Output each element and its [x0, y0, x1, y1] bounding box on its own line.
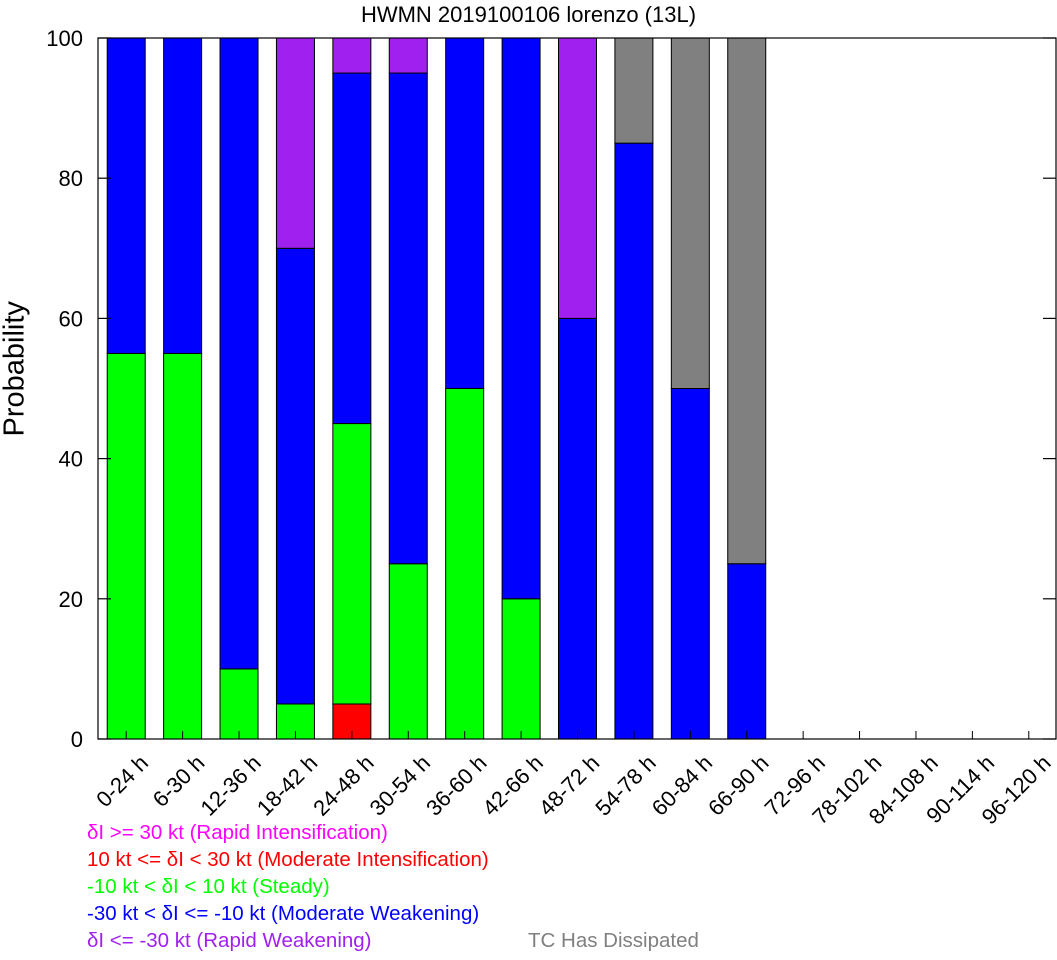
- bar-segment-3-4: [275, 37, 315, 249]
- bar-segment-8-2: [558, 317, 597, 740]
- bar-segment-8-4: [558, 37, 597, 319]
- x-tick-label: 18-42 h: [252, 750, 322, 820]
- chart-title: HWMN 2019100106 lorenzo (13L): [360, 2, 697, 27]
- legend-rw: δI <= -30 kt (Rapid Weakening): [87, 929, 372, 952]
- x-tick-label: 30-54 h: [365, 750, 435, 820]
- bar-segment-7-1: [501, 598, 541, 740]
- bar-segment-5-4: [388, 37, 428, 74]
- legend-dissipated: TC Has Dissipated: [528, 929, 699, 952]
- bar-segment-11-5: [727, 37, 767, 565]
- bar-segment-0-1: [106, 352, 146, 740]
- bars-group: [106, 37, 767, 740]
- y-tick-label: 80: [59, 166, 83, 191]
- bar-segment-2-2: [219, 37, 259, 670]
- bar-segment-5-1: [388, 563, 428, 740]
- x-tick-label: 42-66 h: [477, 750, 547, 820]
- bar-segment-4-1: [332, 423, 372, 705]
- legend-mw: -30 kt < δI <= -10 kt (Moderate Weakenin…: [87, 902, 480, 925]
- bar-segment-10-2: [670, 388, 710, 740]
- bar-segment-2-1: [219, 668, 259, 740]
- x-tick-label: 12-36 h: [195, 750, 265, 820]
- bar-segment-7-2: [501, 37, 541, 600]
- y-tick-label: 0: [71, 727, 83, 752]
- bar-segment-4-2: [332, 72, 372, 425]
- legend-steady: -10 kt < δI < 10 kt (Steady): [87, 875, 330, 898]
- bar-segment-1-1: [163, 352, 203, 740]
- bar-segment-4-4: [332, 37, 372, 74]
- x-tick-label: 24-48 h: [308, 750, 378, 820]
- bar-segment-9-2: [614, 142, 654, 740]
- x-tick-label: 60-84 h: [647, 750, 717, 820]
- bar-segment-9-5: [614, 37, 654, 144]
- bar-segment-3-2: [275, 247, 315, 705]
- y-tick-label: 100: [46, 26, 83, 51]
- y-tick-label: 20: [59, 587, 83, 612]
- legend-ri: δI >= 30 kt (Rapid Intensification): [87, 821, 388, 844]
- x-tick-label: 36-60 h: [421, 750, 491, 820]
- y-tick-label: 40: [59, 447, 83, 472]
- bar-segment-5-2: [388, 72, 428, 565]
- x-tick-label: 66-90 h: [703, 750, 773, 820]
- x-tick-label: 0-24 h: [91, 750, 153, 812]
- bar-segment-0-2: [106, 37, 146, 354]
- bar-segment-6-2: [445, 37, 485, 389]
- bar-segment-11-2: [727, 563, 767, 740]
- bar-segment-10-5: [670, 37, 710, 389]
- bar-segment-6-1: [445, 388, 485, 740]
- bar-segment-1-2: [163, 37, 203, 354]
- legend-mi: 10 kt <= δI < 30 kt (Moderate Intensific…: [87, 848, 489, 871]
- x-tick-label: 54-78 h: [590, 750, 660, 820]
- y-tick-label: 60: [59, 306, 83, 331]
- x-tick-label: 48-72 h: [534, 750, 604, 820]
